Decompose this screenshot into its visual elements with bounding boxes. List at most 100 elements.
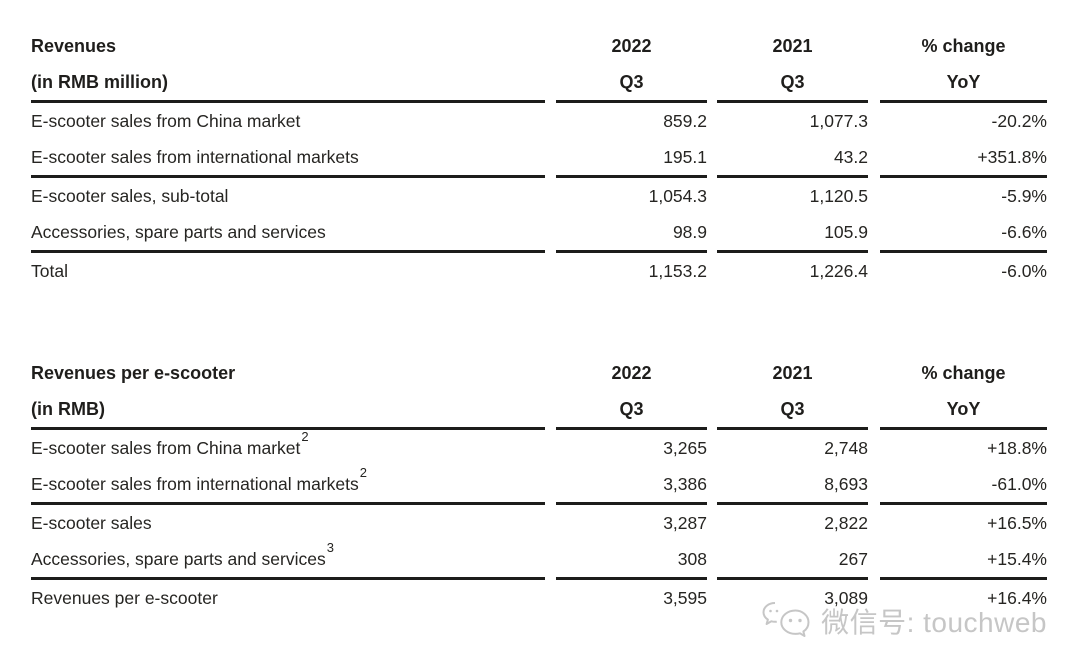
table-row-total: Revenues per e-scooter 3,595 3,089 +16.4…	[31, 580, 1047, 616]
watermark: 微信号: touchweb	[762, 598, 1047, 644]
table-title: Revenues per e-scooter	[31, 362, 236, 383]
revenues-table: Revenues 2022 2021 % change (in RMB mill…	[31, 28, 1047, 289]
col-header-q3-2021: Q3	[780, 71, 805, 92]
value-yoy-change: -20.2%	[991, 110, 1047, 131]
rule-segment	[556, 100, 707, 103]
row-label: E-scooter sales from international marke…	[31, 473, 359, 494]
table-header-row-years: Revenues per e-scooter 2022 2021 % chang…	[31, 355, 1047, 391]
rule-segment	[31, 100, 545, 103]
total-rule	[31, 577, 1047, 580]
rule-segment	[717, 250, 868, 253]
rule-segment	[556, 175, 707, 178]
rule-segment	[880, 175, 1047, 178]
rule-segment	[31, 577, 545, 580]
rule-segment	[880, 502, 1047, 505]
row-label: E-scooter sales from China market	[31, 437, 301, 458]
col-header-pct-change: % change	[921, 35, 1006, 56]
row-label: Total	[31, 260, 68, 281]
table-subtitle: (in RMB)	[31, 398, 105, 419]
rule-segment	[717, 502, 868, 505]
value-2021-q3: 267	[838, 548, 868, 569]
revenues-per-escooter-table: Revenues per e-scooter 2022 2021 % chang…	[31, 355, 1047, 616]
value-yoy-change: -6.0%	[1001, 260, 1047, 281]
col-header-q3-2022: Q3	[619, 398, 644, 419]
rule-segment	[880, 427, 1047, 430]
group-rule	[31, 502, 1047, 505]
header-rule	[31, 427, 1047, 430]
rule-segment	[717, 100, 868, 103]
rule-segment	[556, 502, 707, 505]
value-yoy-change: -61.0%	[991, 473, 1047, 494]
rule-segment	[880, 100, 1047, 103]
watermark-label: 微信号: touchweb	[821, 607, 1047, 638]
rule-segment	[31, 427, 545, 430]
table-row: E-scooter sales from international marke…	[31, 139, 1047, 175]
value-yoy-change: +18.8%	[987, 437, 1047, 458]
value-2021-q3: 1,120.5	[809, 185, 868, 206]
group-rule	[31, 175, 1047, 178]
value-2022-q3: 3,265	[663, 437, 707, 458]
table-row-total: Total 1,153.2 1,226.4 -6.0%	[31, 253, 1047, 289]
value-2021-q3: 1,077.3	[809, 110, 868, 131]
table-header-row-years: Revenues 2022 2021 % change	[31, 28, 1047, 64]
rule-segment	[556, 577, 707, 580]
rule-segment	[880, 250, 1047, 253]
table-row: E-scooter sales from China market 859.2 …	[31, 103, 1047, 139]
footnote-superscript: 2	[301, 428, 309, 444]
col-header-q3-2021: Q3	[780, 398, 805, 419]
value-2021-q3: 2,748	[824, 437, 868, 458]
rule-segment	[717, 427, 868, 430]
rule-segment	[31, 175, 545, 178]
footnote-superscript: 2	[359, 464, 368, 480]
value-2022-q3: 98.9	[672, 221, 707, 242]
col-header-yoy: YoY	[946, 398, 981, 419]
col-header-year-2021: 2021	[772, 35, 813, 56]
rule-segment	[717, 577, 868, 580]
footnote-superscript: 3	[326, 539, 334, 555]
row-label: E-scooter sales from international marke…	[31, 146, 359, 167]
row-label: Accessories, spare parts and services	[31, 221, 326, 242]
row-label: E-scooter sales, sub-total	[31, 185, 229, 206]
value-2021-q3: 105.9	[824, 221, 868, 242]
value-yoy-change: -5.9%	[1001, 185, 1047, 206]
rule-segment	[556, 427, 707, 430]
row-label: E-scooter sales from China market	[31, 110, 301, 131]
value-2021-q3: 43.2	[833, 146, 868, 167]
table-header-row-periods: (in RMB) Q3 Q3 YoY	[31, 391, 1047, 427]
value-2022-q3: 859.2	[663, 110, 707, 131]
row-label: Revenues per e-scooter	[31, 587, 218, 608]
value-yoy-change: -6.6%	[1001, 221, 1047, 242]
value-2021-q3: 1,226.4	[809, 260, 868, 281]
value-2021-q3: 3,089	[824, 587, 868, 608]
table-row: E-scooter sales from China market2 3,265…	[31, 430, 1047, 466]
value-2022-q3: 3,595	[663, 587, 707, 608]
row-label: E-scooter sales	[31, 512, 152, 533]
table-row: E-scooter sales 3,287 2,822 +16.5%	[31, 505, 1047, 541]
table-row: Accessories, spare parts and services 98…	[31, 214, 1047, 250]
table-subtitle: (in RMB million)	[31, 71, 168, 92]
col-header-year-2021: 2021	[772, 362, 813, 383]
value-yoy-change: +15.4%	[987, 548, 1047, 569]
rule-segment	[880, 577, 1047, 580]
value-2021-q3: 8,693	[824, 473, 868, 494]
col-header-year-2022: 2022	[611, 35, 652, 56]
rule-segment	[556, 250, 707, 253]
table-row: E-scooter sales, sub-total 1,054.3 1,120…	[31, 178, 1047, 214]
header-rule	[31, 100, 1047, 103]
value-2022-q3: 3,386	[663, 473, 707, 494]
table-title: Revenues	[31, 35, 117, 56]
col-header-yoy: YoY	[946, 71, 981, 92]
value-2022-q3: 1,054.3	[648, 185, 707, 206]
rule-segment	[717, 175, 868, 178]
col-header-q3-2022: Q3	[619, 71, 644, 92]
value-yoy-change: +16.5%	[987, 512, 1047, 533]
value-yoy-change: +16.4%	[987, 587, 1047, 608]
row-label: Accessories, spare parts and services	[31, 548, 326, 569]
value-2022-q3: 195.1	[663, 146, 707, 167]
rule-segment	[31, 502, 545, 505]
value-yoy-change: +351.8%	[977, 146, 1047, 167]
value-2021-q3: 2,822	[824, 512, 868, 533]
table-header-row-periods: (in RMB million) Q3 Q3 YoY	[31, 64, 1047, 100]
value-2022-q3: 308	[677, 548, 707, 569]
